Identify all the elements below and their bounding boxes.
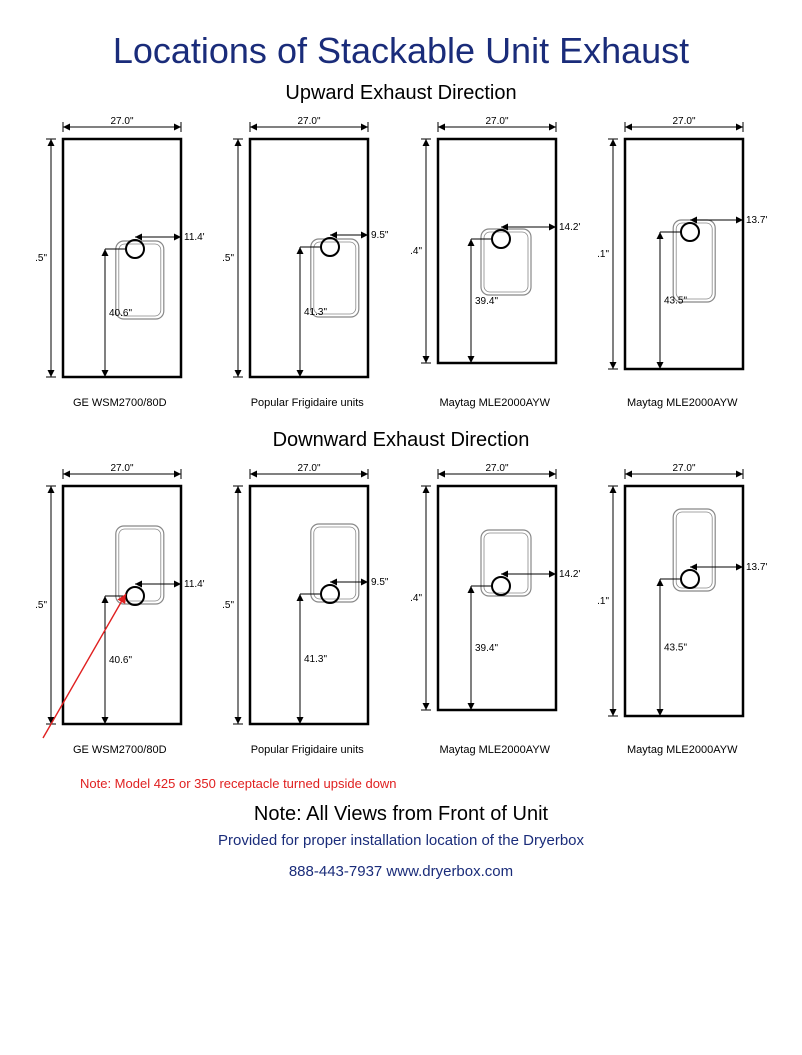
unit-diagram: 27.0" 71.4" 14.2" 39.4" Maytag MLE2000AY… bbox=[405, 113, 585, 409]
svg-text:9.5": 9.5" bbox=[371, 230, 389, 241]
provided-text: Provided for proper installation locatio… bbox=[30, 832, 772, 849]
unit-caption: Popular Frigidaire units bbox=[218, 744, 398, 756]
unit-diagram: 27.0" 75.5" 11.4" 40.6" GE WSM2700/80D bbox=[30, 113, 210, 409]
svg-text:27.0": 27.0" bbox=[485, 116, 508, 127]
unit-caption: Maytag MLE2000AYW bbox=[593, 397, 773, 409]
svg-text:9.5": 9.5" bbox=[371, 577, 389, 588]
unit-caption: GE WSM2700/80D bbox=[30, 397, 210, 409]
svg-text:39.4": 39.4" bbox=[475, 296, 498, 307]
unit-diagram: 27.0" 75.5" 9.5" 41.3" Popular Frigidair… bbox=[218, 113, 398, 409]
unit-diagram: 27.0" 75.5" 11.4" 40.6" GE WSM2700/80D bbox=[30, 460, 210, 756]
svg-text:73.1": 73.1" bbox=[597, 249, 609, 260]
svg-text:40.6": 40.6" bbox=[109, 655, 132, 666]
svg-text:75.5": 75.5" bbox=[35, 600, 47, 611]
svg-text:13.7": 13.7" bbox=[746, 562, 767, 573]
upward-row: 27.0" 75.5" 11.4" 40.6" GE WSM2700/80D bbox=[30, 113, 772, 409]
unit-diagram: 27.0" 73.1" 13.7" 43.5" Maytag MLE2000AY… bbox=[593, 460, 773, 756]
svg-text:11.4": 11.4" bbox=[184, 579, 205, 590]
svg-text:43.5": 43.5" bbox=[664, 643, 687, 654]
svg-text:73.1": 73.1" bbox=[597, 596, 609, 607]
unit-caption: Popular Frigidaire units bbox=[218, 397, 398, 409]
svg-text:43.5": 43.5" bbox=[664, 296, 687, 307]
svg-text:40.6": 40.6" bbox=[109, 308, 132, 319]
svg-text:27.0": 27.0" bbox=[110, 116, 133, 127]
svg-text:27.0": 27.0" bbox=[673, 116, 696, 127]
bottom-note: Note: All Views from Front of Unit bbox=[30, 803, 772, 826]
svg-text:39.4": 39.4" bbox=[475, 643, 498, 654]
svg-text:75.5": 75.5" bbox=[222, 253, 234, 264]
page-title: Locations of Stackable Unit Exhaust bbox=[30, 30, 772, 72]
svg-text:27.0": 27.0" bbox=[485, 463, 508, 474]
unit-caption: GE WSM2700/80D bbox=[30, 744, 210, 756]
unit-diagram: 27.0" 75.5" 9.5" 41.3" Popular Frigidair… bbox=[218, 460, 398, 756]
svg-text:27.0": 27.0" bbox=[298, 463, 321, 474]
svg-text:71.4": 71.4" bbox=[410, 246, 422, 257]
svg-text:13.7": 13.7" bbox=[746, 215, 767, 226]
svg-text:41.3": 41.3" bbox=[304, 307, 327, 318]
section-upward-title: Upward Exhaust Direction bbox=[30, 82, 772, 105]
contact-text: 888-443-7937 www.dryerbox.com bbox=[30, 863, 772, 880]
unit-caption: Maytag MLE2000AYW bbox=[405, 744, 585, 756]
svg-text:27.0": 27.0" bbox=[298, 116, 321, 127]
svg-text:14.2": 14.2" bbox=[559, 569, 580, 580]
svg-text:14.2": 14.2" bbox=[559, 222, 580, 233]
unit-caption: Maytag MLE2000AYW bbox=[593, 744, 773, 756]
downward-row: 27.0" 75.5" 11.4" 40.6" GE WSM2700/80D bbox=[30, 460, 772, 756]
svg-text:41.3": 41.3" bbox=[304, 654, 327, 665]
svg-text:27.0": 27.0" bbox=[673, 463, 696, 474]
unit-diagram: 27.0" 73.1" 13.7" 43.5" Maytag MLE2000AY… bbox=[593, 113, 773, 409]
svg-text:27.0": 27.0" bbox=[110, 463, 133, 474]
unit-diagram: 27.0" 71.4" 14.2" 39.4" Maytag MLE2000AY… bbox=[405, 460, 585, 756]
red-note: Note: Model 425 or 350 receptacle turned… bbox=[80, 776, 772, 791]
svg-text:75.5": 75.5" bbox=[35, 253, 47, 264]
svg-text:11.4": 11.4" bbox=[184, 232, 205, 243]
section-downward-title: Downward Exhaust Direction bbox=[30, 429, 772, 452]
unit-caption: Maytag MLE2000AYW bbox=[405, 397, 585, 409]
svg-text:75.5": 75.5" bbox=[222, 600, 234, 611]
svg-text:71.4": 71.4" bbox=[410, 593, 422, 604]
